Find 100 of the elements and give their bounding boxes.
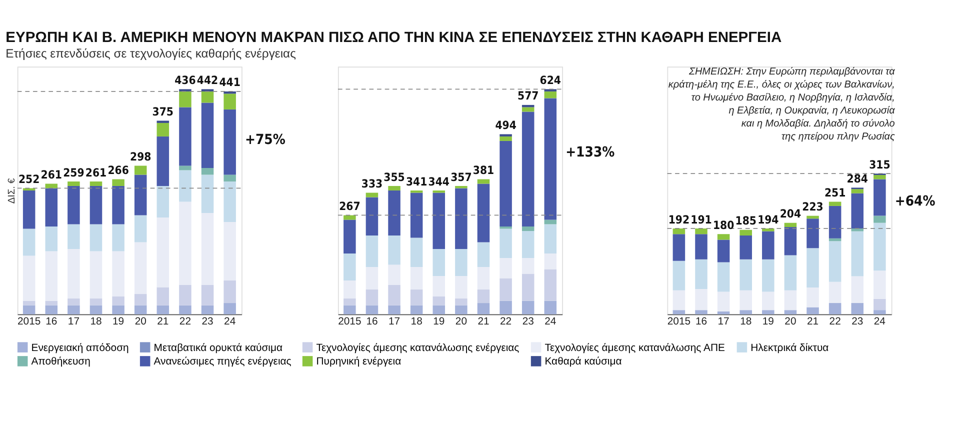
bar [68, 249, 80, 299]
bar [388, 285, 400, 306]
bar [806, 216, 819, 219]
bar [762, 228, 774, 232]
bar [344, 298, 356, 306]
bar [851, 303, 864, 314]
x-tick-label: 22 [829, 316, 842, 328]
bar [851, 228, 864, 232]
annotation: 381 [472, 164, 494, 178]
bar [156, 305, 170, 314]
x-tick-label: 21 [478, 316, 490, 328]
legend-label: Τεχνολογίες άμεσης κατανάλωσης ενέργειας [316, 342, 520, 354]
bar [500, 136, 512, 141]
annotation: 284 [846, 172, 868, 186]
x-tick-label: 20 [134, 316, 147, 328]
x-tick-label: 17 [388, 316, 400, 328]
annotation: 223 [802, 200, 824, 214]
bar [366, 236, 378, 268]
x-tick-label: 24 [874, 316, 886, 328]
annotation: 192 [668, 213, 690, 226]
bar [45, 184, 58, 188]
bar [112, 251, 124, 296]
bar [477, 290, 490, 304]
x-tick-label: 19 [433, 316, 445, 328]
x-tick-label: 2015 [338, 316, 362, 328]
bar [477, 242, 490, 268]
x-tick-label: 23 [202, 316, 214, 328]
bar [134, 305, 147, 314]
bar [432, 296, 446, 306]
bar [432, 249, 446, 276]
x-tick-label: 16 [46, 316, 58, 328]
bar [224, 181, 236, 222]
legend-label: Καθαρά καύσιμα [544, 356, 622, 368]
bar [500, 258, 512, 278]
x-tick-label: 16 [695, 316, 708, 328]
bar [672, 260, 686, 290]
bar [224, 94, 236, 110]
annotation: 180 [712, 218, 734, 232]
bar [68, 298, 80, 306]
bar [224, 222, 236, 281]
bar [828, 206, 842, 238]
bar [672, 234, 686, 261]
bar [201, 91, 214, 103]
bar [784, 222, 797, 228]
bar [740, 310, 752, 314]
bar [717, 234, 730, 240]
x-tick-label: 21 [157, 316, 169, 328]
annotation: 298 [130, 150, 152, 164]
bar [544, 98, 557, 220]
x-tick-label: 24 [544, 316, 556, 328]
bar [762, 310, 774, 314]
bar [344, 305, 356, 314]
bar [500, 228, 512, 258]
bar [695, 288, 708, 310]
bar [179, 305, 192, 314]
x-tick-label: 17 [68, 316, 80, 328]
bar [224, 280, 236, 304]
bar [68, 305, 80, 314]
bar [224, 109, 236, 175]
bar [68, 224, 80, 250]
bar [784, 290, 797, 310]
bar [828, 282, 842, 304]
bar [522, 274, 534, 301]
bar [695, 228, 708, 234]
bar [784, 255, 797, 290]
bar [366, 192, 378, 198]
legend-label: Αποθήκευση [31, 356, 91, 368]
x-tick-label: 16 [366, 316, 378, 328]
bar [90, 251, 102, 299]
bar [179, 166, 192, 170]
bar [410, 290, 423, 306]
bar [455, 276, 468, 299]
bar [22, 305, 36, 314]
x-tick-label: 18 [90, 316, 102, 328]
x-tick-label: 19 [762, 316, 774, 328]
bar [874, 175, 886, 180]
annotation: 259 [63, 166, 84, 180]
bar [784, 310, 797, 314]
bar [90, 298, 102, 306]
x-tick-label: 17 [718, 316, 730, 328]
annotation: 204 [780, 208, 802, 221]
bar [224, 174, 236, 182]
bar [828, 241, 842, 282]
bar [544, 224, 557, 254]
bar [544, 269, 557, 301]
bar [544, 220, 557, 224]
annotation: 375 [152, 105, 174, 118]
annotation: 441 [219, 76, 240, 90]
bar [522, 258, 534, 274]
annotation: 494 [495, 118, 516, 132]
bar [201, 168, 214, 175]
bar [500, 278, 512, 301]
bar [717, 262, 730, 292]
bar [22, 256, 36, 301]
x-tick-label: 18 [410, 316, 423, 328]
bar [851, 193, 864, 228]
x-tick-label: 2015 [18, 316, 41, 328]
bar [388, 305, 400, 314]
annotation: 333 [361, 178, 383, 191]
bar [179, 91, 192, 108]
